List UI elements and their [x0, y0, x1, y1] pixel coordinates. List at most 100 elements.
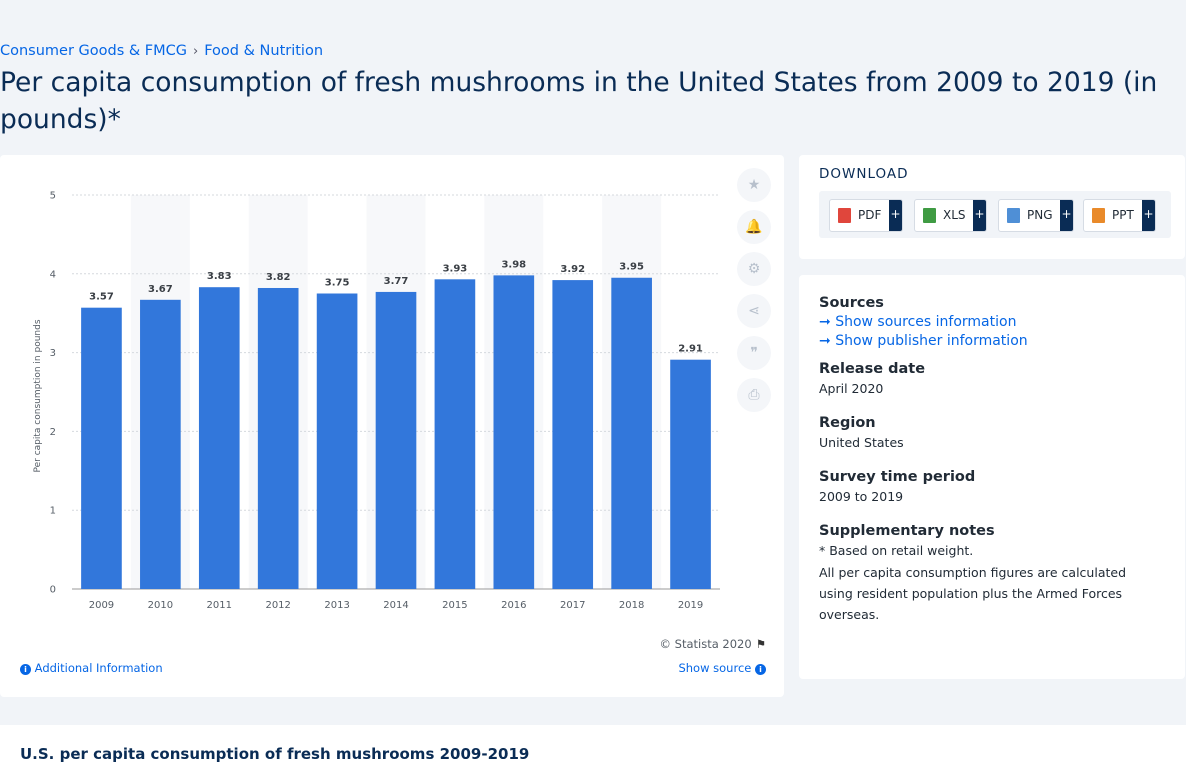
cite-button[interactable]: ❞: [737, 336, 771, 370]
png-file-icon: [1007, 208, 1020, 223]
share-icon: ⋖: [748, 303, 760, 319]
survey-period-heading: Survey time period: [819, 469, 976, 485]
x-tick-label: 2017: [560, 600, 585, 611]
region-heading: Region: [819, 415, 876, 431]
pdf-file-icon: [838, 208, 851, 223]
survey-period-value: 2009 to 2019: [819, 489, 904, 504]
additional-information-link[interactable]: i Additional Information: [20, 661, 163, 675]
info-icon: i: [755, 664, 766, 675]
supplementary-note-1: * Based on retail weight.: [819, 543, 974, 558]
data-label: 3.57: [89, 292, 114, 303]
bar-2018: [611, 277, 652, 589]
breadcrumb-separator: ›: [193, 44, 199, 59]
x-tick-label: 2018: [619, 600, 644, 611]
star-icon: ★: [747, 177, 761, 193]
data-label: 2.91: [678, 344, 703, 355]
xls-file-icon: [923, 208, 936, 223]
download-ppt-button[interactable]: PPT +: [1083, 199, 1156, 232]
page-title: Per capita consumption of fresh mushroom…: [0, 67, 1158, 135]
bar-2019: [670, 359, 711, 589]
top-bar: [0, 0, 1186, 32]
quote-icon: ❞: [750, 345, 758, 361]
plus-icon[interactable]: +: [889, 200, 902, 231]
print-button[interactable]: ⎙: [737, 378, 771, 412]
y-tick-label: 3: [50, 348, 56, 359]
data-label: 3.93: [443, 263, 468, 274]
data-label: 3.98: [501, 259, 526, 270]
data-label: 3.95: [619, 262, 644, 273]
plus-icon[interactable]: +: [973, 200, 986, 231]
download-panel: DOWNLOAD PDF + XLS + PNG + PPT +: [799, 155, 1185, 259]
bell-icon: 🔔: [745, 219, 763, 235]
chart-toolbar: ★ 🔔 ⚙ ⋖ ❞ ⎙: [737, 168, 773, 420]
data-label: 3.77: [384, 276, 409, 287]
plus-icon[interactable]: +: [1060, 200, 1073, 231]
y-axis-label: Per capita consumption in pounds: [33, 319, 43, 472]
x-tick-label: 2009: [89, 600, 114, 611]
bar-2010: [140, 299, 181, 589]
download-buttons: PDF + XLS + PNG + PPT +: [819, 191, 1171, 238]
bar-2014: [375, 291, 417, 589]
gear-icon: ⚙: [747, 261, 761, 277]
x-tick-label: 2010: [148, 600, 173, 611]
credit-text: © Statista 2020: [659, 637, 752, 651]
y-tick-label: 1: [50, 506, 56, 517]
data-label: 3.82: [266, 272, 291, 283]
show-sources-label: Show sources information: [835, 314, 1017, 330]
data-label: 3.83: [207, 271, 232, 282]
x-tick-label: 2012: [265, 600, 290, 611]
bar-2015: [434, 279, 476, 589]
data-label: 3.67: [148, 284, 173, 295]
breadcrumb-link-food-nutrition[interactable]: Food & Nutrition: [204, 43, 324, 59]
bottom-section: U.S. per capita consumption of fresh mus…: [0, 725, 1186, 765]
download-png-button[interactable]: PNG +: [998, 199, 1074, 232]
y-tick-label: 0: [50, 585, 56, 596]
flag-icon[interactable]: ⚑: [755, 637, 766, 651]
x-tick-label: 2016: [501, 600, 526, 611]
download-title: DOWNLOAD: [819, 166, 909, 182]
region-value: United States: [819, 435, 904, 450]
download-xls-label: XLS: [943, 208, 966, 222]
notification-button[interactable]: 🔔: [737, 210, 771, 244]
show-source-link[interactable]: Show source i: [678, 661, 766, 675]
share-button[interactable]: ⋖: [737, 294, 771, 328]
y-tick-label: 4: [50, 269, 56, 280]
bottom-section-title: U.S. per capita consumption of fresh mus…: [20, 745, 530, 763]
x-tick-label: 2011: [207, 600, 232, 611]
sources-heading: Sources: [819, 295, 884, 311]
bar-2016: [493, 275, 535, 589]
show-publisher-link[interactable]: ➞ Show publisher information: [819, 333, 1159, 349]
release-date-value: April 2020: [819, 381, 884, 396]
breadcrumb: Consumer Goods & FMCG › Food & Nutrition: [0, 43, 323, 59]
plus-icon[interactable]: +: [1142, 200, 1155, 231]
x-tick-label: 2014: [383, 600, 408, 611]
info-panel: Sources ➞ Show sources information ➞ Sho…: [799, 275, 1185, 679]
supplementary-notes-heading: Supplementary notes: [819, 523, 995, 539]
y-tick-label: 2: [50, 427, 56, 438]
info-icon: i: [20, 664, 31, 675]
arrow-right-icon: ➞: [819, 333, 836, 349]
bar-2013: [316, 293, 358, 589]
arrow-right-icon: ➞: [819, 314, 836, 330]
data-label: 3.75: [325, 278, 350, 289]
bar-2012: [257, 287, 299, 589]
download-xls-button[interactable]: XLS +: [914, 199, 987, 232]
chart-card: 0 1 2 3 4 5 Per capita consumption in pounds 3.…: [0, 155, 784, 697]
supplementary-note-2: All per capita consumption figures are c…: [819, 565, 1127, 622]
data-label: 3.92: [560, 264, 585, 275]
download-pdf-button[interactable]: PDF +: [829, 199, 903, 232]
print-icon: ⎙: [748, 387, 760, 403]
bar-chart: 0 1 2 3 4 5 Per capita consumption in pounds 3.…: [33, 191, 720, 611]
bar-2017: [552, 280, 594, 589]
download-pdf-label: PDF: [858, 208, 882, 222]
show-sources-link[interactable]: ➞ Show sources information: [819, 314, 1159, 330]
show-publisher-label: Show publisher information: [835, 333, 1028, 349]
breadcrumb-link-consumer-goods[interactable]: Consumer Goods & FMCG: [0, 43, 188, 59]
favorite-button[interactable]: ★: [737, 168, 771, 202]
bar-2011: [198, 287, 240, 589]
settings-button[interactable]: ⚙: [737, 252, 771, 286]
bar-2009: [81, 307, 122, 589]
statista-credit: © Statista 2020 ⚑: [660, 637, 767, 651]
additional-information-label: Additional Information: [34, 661, 163, 675]
download-png-label: PNG: [1027, 208, 1053, 222]
